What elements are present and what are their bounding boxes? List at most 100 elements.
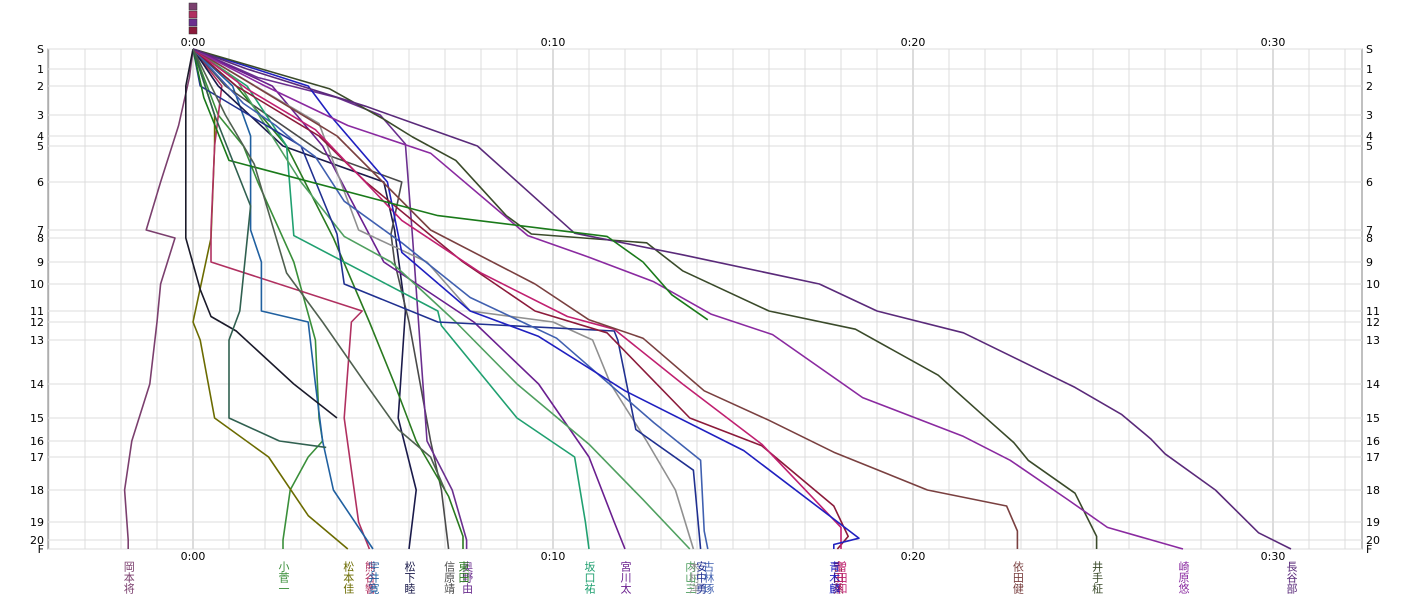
start-marker (188, 2, 198, 35)
y-tick-label-left: 10 (30, 278, 44, 291)
runner-name-4: 熊谷響 (363, 561, 377, 594)
x-tick-label-bottom: 0:30 (1261, 550, 1286, 563)
x-tick-label-top: 0:30 (1261, 36, 1286, 49)
y-tick-label-right: 2 (1366, 80, 1373, 93)
y-tick-label-right: 3 (1366, 109, 1373, 122)
y-tick-label-left: 5 (37, 140, 44, 153)
series-line-14 (192, 48, 702, 550)
y-tick-label-right: 15 (1366, 412, 1380, 425)
series-line-7 (192, 48, 450, 550)
series-line-17 (192, 48, 842, 549)
y-tick-label-right: 8 (1366, 232, 1373, 245)
series-line-15 (192, 48, 709, 550)
series-line-1 (123, 48, 194, 549)
grid (47, 48, 1363, 550)
y-tick-label-left: 16 (30, 435, 44, 448)
runner-name-5: 宇井寛 (367, 561, 380, 594)
y-tick-label-right: 9 (1366, 256, 1373, 269)
y-tick-label-right: F (1366, 543, 1372, 556)
y-tick-label-right: 19 (1366, 516, 1380, 529)
y-tick-label-left: 13 (30, 334, 44, 347)
series-line-12 (192, 48, 691, 550)
y-tick-label-right: 14 (1366, 378, 1380, 391)
y-tick-label-left: 8 (37, 232, 44, 245)
y-tick-label-left: 18 (30, 484, 44, 497)
start-marker-block (188, 18, 198, 27)
y-tick-label-right: 5 (1366, 140, 1373, 153)
series-line-20 (192, 48, 1098, 549)
y-tick-label-left: 19 (30, 516, 44, 529)
tick-labels: 0:000:000:100:100:200:200:300:30S S1 12 23 3… (30, 36, 1380, 563)
runner-name-1: 岡本将 (122, 561, 136, 594)
runner-name-14: 安中勇 (694, 561, 708, 594)
runner-name-18: 青木麟 (827, 561, 841, 594)
y-tick-label-right: 13 (1366, 334, 1380, 347)
y-tick-label-right: 7 (1366, 224, 1373, 237)
y-tick-label-right: 20 (1366, 534, 1380, 547)
y-tick-label-left: 14 (30, 378, 44, 391)
y-tick-label-right: S (1366, 43, 1373, 56)
y-tick-label-left: 2 (37, 80, 44, 93)
runner-name-21: 崎原悠 (1177, 561, 1190, 594)
series-line-5 (192, 48, 374, 550)
y-tick-label-left: 3 (37, 109, 44, 122)
runner-name-10: 坂口祐 (583, 561, 596, 594)
y-tick-label-left: 1 (37, 63, 44, 76)
plot-frame (47, 48, 1363, 550)
series-line-10 (192, 48, 590, 550)
runner-name-6: 松下睦 (403, 561, 416, 594)
series-line-18 (192, 48, 860, 549)
runner-name-8: 奥野由 (460, 561, 474, 594)
x-tick-label-top: 0:00 (181, 36, 206, 49)
y-tick-label-right: 11 (1366, 305, 1380, 318)
y-tick-label-left: S (37, 43, 44, 56)
y-tick-label-right: 1 (1366, 63, 1373, 76)
series-lines (123, 48, 1292, 550)
y-tick-label-right: 4 (1366, 130, 1373, 143)
y-tick-label-right: 6 (1366, 176, 1373, 189)
y-tick-label-right: 17 (1366, 451, 1380, 464)
y-tick-label-right: 12 (1366, 316, 1380, 329)
series-line-19 (192, 48, 1019, 549)
runner-name-15: 古林琢 (701, 561, 715, 594)
y-tick-label-left: 15 (30, 412, 44, 425)
y-tick-label-left: 7 (37, 224, 44, 237)
series-line-3 (192, 48, 349, 550)
x-tick-label-bottom: 0:20 (901, 550, 926, 563)
series-line-22 (192, 48, 1292, 550)
runner-name-3: 松本佳 (341, 561, 355, 594)
runner-name-22: 長谷部 (1285, 561, 1298, 594)
runner-name-2: 小菅一 (277, 561, 290, 594)
series-line-23 (192, 48, 709, 321)
x-tick-label-top: 0:20 (901, 36, 926, 49)
runner-name-11: 宮川太 (619, 561, 632, 594)
y-tick-label-left: 4 (37, 130, 44, 143)
y-tick-label-left: F (38, 543, 44, 556)
y-tick-label-right: 18 (1366, 484, 1380, 497)
start-marker-block (188, 26, 198, 35)
y-tick-label-left: 20 (30, 534, 44, 547)
start-marker-block (188, 10, 198, 19)
series-line-26 (192, 48, 446, 491)
y-tick-label-right: 16 (1366, 435, 1380, 448)
runner-name-13: 木村洋 (687, 561, 701, 594)
x-tick-label-bottom: 0:00 (181, 550, 206, 563)
y-tick-label-left: 9 (37, 256, 44, 269)
runner-name-7: 信原靖 (442, 561, 456, 594)
series-line-8 (192, 48, 468, 549)
series-line-6 (192, 48, 418, 550)
x-tick-label-bottom: 0:10 (541, 550, 566, 563)
y-tick-label-left: 11 (30, 305, 44, 318)
start-marker-block (188, 2, 198, 11)
y-tick-label-left: 17 (30, 451, 44, 464)
series-line-24 (185, 48, 338, 419)
y-tick-label-left: 12 (30, 316, 44, 329)
series-line-21 (192, 48, 1184, 550)
series-line-25 (192, 48, 327, 449)
y-tick-label-left: 6 (37, 176, 44, 189)
runner-name-9: 東田 (457, 561, 470, 583)
series-line-4 (192, 48, 371, 550)
runner-name-12: 内山三 (683, 561, 697, 594)
series-line-2 (192, 48, 324, 549)
